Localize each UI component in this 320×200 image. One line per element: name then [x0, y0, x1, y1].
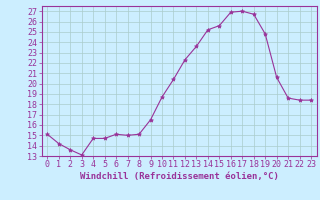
- X-axis label: Windchill (Refroidissement éolien,°C): Windchill (Refroidissement éolien,°C): [80, 172, 279, 181]
